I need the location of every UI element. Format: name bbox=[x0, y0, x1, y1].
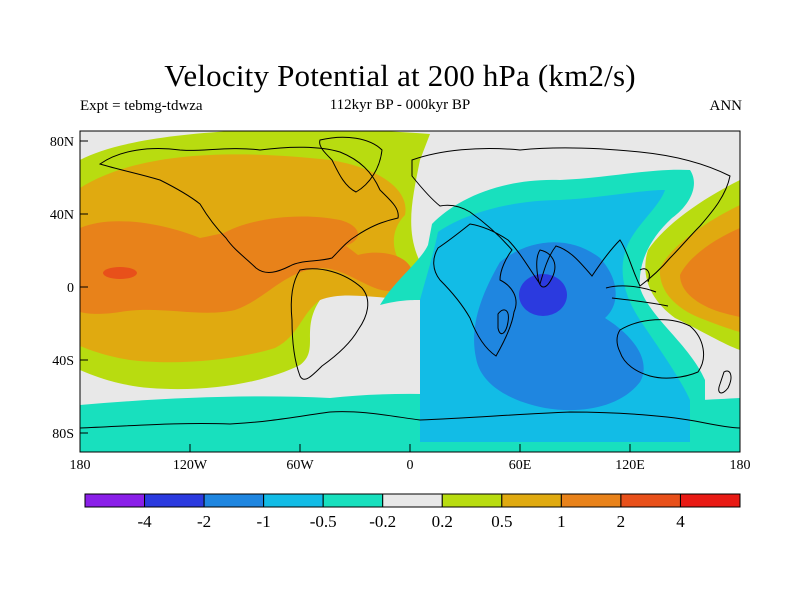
colorbar-label: -0.2 bbox=[369, 512, 396, 531]
colorbar-label: 0.5 bbox=[491, 512, 512, 531]
x-tick-label: 180 bbox=[70, 458, 91, 473]
colorbar-swatch bbox=[620, 493, 681, 508]
contour-field bbox=[80, 131, 740, 452]
colorbar-swatch bbox=[679, 493, 741, 508]
coast-indonesia bbox=[605, 268, 669, 307]
negative-contour-1 bbox=[474, 242, 644, 411]
x-tick-label: 60E bbox=[509, 458, 532, 473]
positive-contour-2 bbox=[103, 267, 137, 279]
positive-contour-1-north bbox=[221, 216, 358, 251]
y-tick-marks bbox=[80, 140, 88, 434]
x-tick-marks bbox=[79, 444, 741, 452]
colorbar-label: -1 bbox=[257, 512, 271, 531]
coastlines bbox=[80, 136, 740, 429]
experiment-label: Expt = tebmg-tdwza bbox=[80, 98, 203, 114]
plot-title: Velocity Potential at 200 hPa (km2/s) bbox=[164, 58, 636, 93]
y-tick-label: 0 bbox=[67, 281, 74, 296]
colorbar-label: 4 bbox=[676, 512, 685, 531]
colorbar-label: -0.5 bbox=[310, 512, 337, 531]
coast-eurasia-africa bbox=[411, 147, 731, 357]
x-tick-label: 120E bbox=[615, 458, 645, 473]
x-tick-label: 180 bbox=[730, 458, 751, 473]
colorbar-label: 1 bbox=[557, 512, 566, 531]
coast-antarctica bbox=[80, 411, 740, 429]
y-tick-label: 40S bbox=[52, 354, 74, 369]
period-label: 112kyr BP - 000kyr BP bbox=[329, 97, 471, 113]
x-tick-label: 120W bbox=[173, 458, 208, 473]
colorbar-swatch bbox=[322, 493, 384, 508]
y-tick-label: 40N bbox=[50, 208, 74, 223]
colorbar-swatch bbox=[560, 493, 622, 508]
colorbar-label: 0.2 bbox=[432, 512, 453, 531]
colorbar: -4 -2 -1 -0.5 -0.2 0.2 0.5 1 2 4 bbox=[84, 493, 741, 531]
colorbar-swatch bbox=[203, 493, 265, 508]
colorbar-label: 2 bbox=[617, 512, 626, 531]
colorbar-label: -2 bbox=[197, 512, 211, 531]
colorbar-label: -4 bbox=[137, 512, 152, 531]
coast-north-america bbox=[98, 146, 399, 273]
y-tick-label: 80S bbox=[52, 427, 74, 442]
colorbar-swatch bbox=[144, 493, 205, 508]
coast-new-zealand bbox=[718, 370, 732, 394]
colorbar-swatch bbox=[501, 493, 562, 508]
coast-south-america bbox=[290, 268, 369, 380]
season-label: ANN bbox=[709, 98, 743, 114]
colorbar-swatch bbox=[441, 493, 503, 508]
coast-australia bbox=[616, 319, 705, 379]
coast-madagascar bbox=[497, 309, 509, 335]
x-tick-label: 0 bbox=[407, 458, 414, 473]
colorbar-swatch bbox=[84, 493, 146, 508]
pacific-positive-1 bbox=[680, 228, 740, 317]
colorbar-swatch bbox=[382, 493, 443, 508]
coast-greenland bbox=[319, 136, 383, 193]
x-tick-label: 60W bbox=[286, 458, 314, 473]
colorbar-swatch bbox=[263, 493, 324, 508]
negative-contour-2 bbox=[519, 274, 567, 316]
y-tick-label: 80N bbox=[50, 135, 74, 150]
coast-india bbox=[536, 249, 556, 288]
